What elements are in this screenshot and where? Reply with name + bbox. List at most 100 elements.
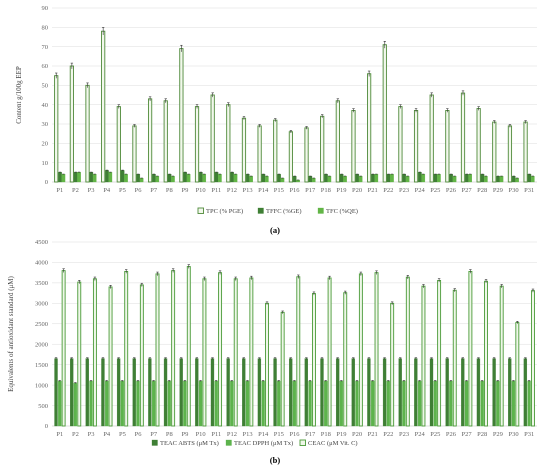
chart-b-x-ticks: P1 P2 P3 P4 P5 P6 P7 P8 P9 P10 P11 P12 P13 P14 P15 P16 P… <box>56 431 534 438</box>
bar <box>183 380 187 427</box>
x-tick-label: P16 <box>289 431 300 438</box>
bar <box>202 278 207 427</box>
chart-a-legend: TPC (% PGE) TFFC (%GE) TFC (%QE) <box>197 207 358 215</box>
bar <box>163 100 168 183</box>
bar <box>515 322 520 427</box>
chart-a-y-axis-label: Content g/100g EEP <box>15 66 23 124</box>
bar <box>120 380 124 427</box>
bar <box>523 121 528 183</box>
bar <box>292 176 297 183</box>
bar <box>210 358 215 427</box>
bar <box>273 358 277 427</box>
bar <box>105 170 109 183</box>
bar <box>324 174 328 183</box>
bar <box>523 358 528 427</box>
bar <box>54 358 58 427</box>
bar <box>492 358 496 427</box>
x-tick-label: P29 <box>493 431 503 438</box>
bar <box>230 380 234 427</box>
bar <box>85 84 90 183</box>
bar <box>499 285 504 427</box>
bar <box>179 358 183 427</box>
bar <box>148 358 152 427</box>
bar <box>464 174 469 183</box>
x-tick-label: P21 <box>368 187 378 194</box>
x-tick-label: P24 <box>415 431 426 438</box>
bar <box>382 358 387 427</box>
bar <box>327 176 332 183</box>
x-tick-label: P19 <box>336 187 346 194</box>
chart-a-y-ticks: 0 10 20 30 40 50 60 70 80 90 <box>42 5 49 186</box>
x-tick-label: P17 <box>305 431 316 438</box>
x-tick-label: P26 <box>446 431 457 438</box>
bar <box>233 278 238 427</box>
legend-swatch <box>257 207 264 214</box>
bar <box>527 380 531 427</box>
bar <box>277 380 281 427</box>
x-tick-label: P22 <box>383 431 393 438</box>
x-tick-label: P3 <box>88 187 95 194</box>
bar <box>261 380 265 427</box>
bar <box>351 358 355 427</box>
x-tick-label: P31 <box>524 187 534 194</box>
bar <box>464 380 469 427</box>
y-tick-label: 1000 <box>35 382 48 389</box>
chart-a-x-ticks: P1 P2 P3 P4 P5 P6 P7 P8 P9 P10 P11 P12 P13 P14 P15 P16 P… <box>56 187 534 194</box>
bar <box>265 302 269 427</box>
bar <box>421 285 426 427</box>
x-tick-label: P7 <box>150 187 158 194</box>
chart-a-bars <box>54 27 535 183</box>
x-tick-label: P18 <box>321 187 331 194</box>
bar <box>449 380 453 427</box>
y-tick-label: 80 <box>42 25 49 32</box>
bar <box>218 272 223 427</box>
bar <box>308 380 312 427</box>
bar <box>69 65 74 183</box>
bar <box>151 380 156 427</box>
x-tick-label: P21 <box>368 431 378 438</box>
bar <box>108 172 113 183</box>
bar <box>139 284 144 427</box>
x-tick-label: P14 <box>258 187 269 194</box>
y-tick-label: 2000 <box>35 341 48 348</box>
bar <box>54 75 59 183</box>
legend-label: TFFC (%GE) <box>266 208 302 215</box>
bar <box>402 174 407 183</box>
bar <box>155 273 160 427</box>
x-tick-label: P18 <box>321 431 331 438</box>
bar <box>105 380 109 427</box>
bar <box>171 176 175 183</box>
bar <box>527 174 532 183</box>
bar <box>476 358 481 427</box>
bar <box>163 358 168 427</box>
bar <box>343 176 347 183</box>
x-tick-label: P5 <box>119 431 126 438</box>
bar <box>382 44 387 183</box>
bar <box>480 174 485 183</box>
bar <box>374 272 379 427</box>
bar <box>167 380 171 427</box>
x-tick-label: P9 <box>182 431 189 438</box>
chart-b-bars <box>54 264 535 427</box>
x-tick-label: P2 <box>72 431 79 438</box>
bar <box>370 380 375 427</box>
y-tick-label: 60 <box>42 63 49 70</box>
bar <box>136 380 140 427</box>
x-tick-label: P15 <box>274 187 284 194</box>
bar <box>433 174 438 183</box>
panel-label-b: (b) <box>270 455 281 465</box>
bar <box>261 174 266 183</box>
x-tick-label: P10 <box>196 187 206 194</box>
x-tick-label: P1 <box>56 187 63 194</box>
bar <box>85 358 89 427</box>
x-tick-label: P5 <box>119 187 126 194</box>
y-tick-label: 20 <box>42 141 49 148</box>
bar <box>358 273 363 427</box>
bar <box>289 358 293 427</box>
bar <box>116 106 121 183</box>
bar <box>61 270 66 427</box>
bar <box>308 176 313 183</box>
y-tick-label: 70 <box>42 44 49 51</box>
bar <box>413 110 419 183</box>
x-tick-label: P11 <box>211 187 221 194</box>
